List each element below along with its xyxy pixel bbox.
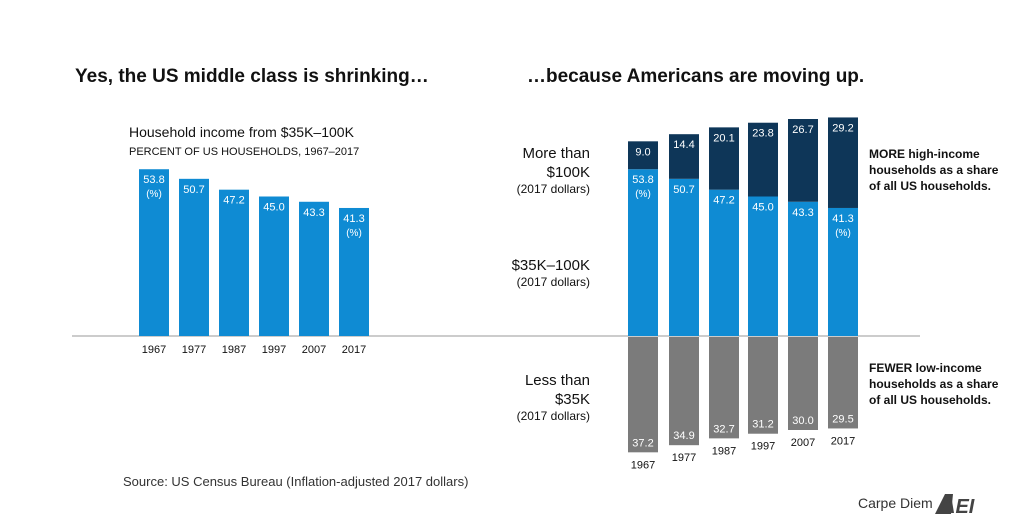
data-label: 50.7 <box>183 184 204 196</box>
bar-middle-1997 <box>748 196 778 336</box>
bar-high-2007 <box>788 119 818 202</box>
bar-high-2017 <box>828 117 858 208</box>
series-label-low: $35K <box>555 391 590 408</box>
bar-low-1987 <box>709 337 739 439</box>
svg-text:AEI: AEI <box>940 496 975 518</box>
data-label-middle: 41.3 <box>832 213 853 225</box>
data-label-high: 23.8 <box>752 128 773 140</box>
x-tick-label: 1967 <box>631 459 655 471</box>
x-tick-label: 1997 <box>262 344 286 356</box>
source-note: Source: US Census Bureau (Inflation-adju… <box>123 474 468 489</box>
x-tick-label: 1987 <box>222 344 246 356</box>
data-label: 45.0 <box>263 202 284 214</box>
data-label: 41.3 <box>343 213 364 225</box>
data-label-high: 14.4 <box>673 139 694 151</box>
bar-middle-2007 <box>788 201 818 336</box>
data-label-high: 29.2 <box>832 122 853 134</box>
data-label-low: 32.7 <box>713 423 734 435</box>
bar-low-1977 <box>669 337 699 446</box>
brand-text: Carpe Diem <box>858 495 933 511</box>
bar-middle-1967 <box>139 169 169 336</box>
bar-middle-1987 <box>219 189 249 336</box>
x-tick-label: 2007 <box>302 344 326 356</box>
annotation-high: MORE high-income <box>869 147 980 161</box>
aei-logo: AEI <box>935 494 975 518</box>
series-sub-middle: (2017 dollars) <box>517 275 590 289</box>
bar-middle-1987 <box>709 189 739 336</box>
bar-middle-1997 <box>259 196 289 336</box>
data-label: 47.2 <box>223 195 244 207</box>
bar-middle-1967 <box>628 169 658 336</box>
bar-high-1997 <box>748 122 778 197</box>
bar-low-2007 <box>788 337 818 430</box>
data-label: 43.3 <box>303 207 324 219</box>
bar-low-1967 <box>628 337 658 453</box>
unit-label: (%) <box>835 228 851 239</box>
unit-label: (%) <box>146 189 162 200</box>
x-tick-label: 1967 <box>142 344 166 356</box>
annotation-high: households as a share <box>869 163 999 177</box>
data-label-low: 37.2 <box>632 437 653 449</box>
annotation-low: households as a share <box>869 377 999 391</box>
annotation-low: of all US households. <box>869 393 991 407</box>
x-tick-label: 1997 <box>751 441 775 453</box>
bar-high-1987 <box>709 127 739 190</box>
data-label-middle: 43.3 <box>792 207 813 219</box>
annotation-low: FEWER low-income <box>869 361 982 375</box>
data-label-middle: 47.2 <box>713 195 734 207</box>
left-subtitle-2: PERCENT OF US HOUSEHOLDS, 1967–2017 <box>129 146 359 158</box>
left-title: Yes, the US middle class is shrinking… <box>75 66 429 87</box>
unit-label: (%) <box>635 189 651 200</box>
data-label-low: 34.9 <box>673 430 694 442</box>
data-label-high: 20.1 <box>713 132 734 144</box>
data-label-high: 26.7 <box>792 124 813 136</box>
data-label-middle: 50.7 <box>673 184 694 196</box>
data-label-low: 30.0 <box>792 415 813 427</box>
x-tick-label: 2017 <box>831 435 855 447</box>
x-tick-label: 1977 <box>672 452 696 464</box>
data-label-middle: 45.0 <box>752 202 773 214</box>
series-label-high: $100K <box>547 164 590 181</box>
bar-middle-1977 <box>669 178 699 336</box>
data-label-middle: 53.8 <box>632 174 653 186</box>
series-sub-low: (2017 dollars) <box>517 409 590 423</box>
bar-high-1967 <box>628 141 658 170</box>
series-sub-high: (2017 dollars) <box>517 182 590 196</box>
bar-high-1977 <box>669 134 699 179</box>
bar-middle-2007 <box>299 201 329 336</box>
bar-middle-1977 <box>179 178 209 336</box>
x-tick-label: 1977 <box>182 344 206 356</box>
bar-low-1997 <box>748 337 778 434</box>
bar-low-2017 <box>828 337 858 429</box>
bar-middle-2017 <box>828 207 858 336</box>
data-label-low: 31.2 <box>752 419 773 431</box>
x-tick-label: 1987 <box>712 445 736 457</box>
right-title: …because Americans are moving up. <box>527 66 864 87</box>
x-tick-label: 2007 <box>791 437 815 449</box>
bar-middle-2017 <box>339 207 369 336</box>
data-label-low: 29.5 <box>832 413 853 425</box>
series-label-middle: $35K–100K <box>512 257 590 274</box>
series-label-low: Less than <box>525 372 590 389</box>
unit-label: (%) <box>346 228 362 239</box>
x-tick-label: 2017 <box>342 344 366 356</box>
left-subtitle: Household income from $35K–100K <box>129 124 355 140</box>
data-label-high: 9.0 <box>635 146 650 158</box>
annotation-high: of all US households. <box>869 179 991 193</box>
series-label-high: More than <box>522 145 590 162</box>
data-label: 53.8 <box>143 174 164 186</box>
